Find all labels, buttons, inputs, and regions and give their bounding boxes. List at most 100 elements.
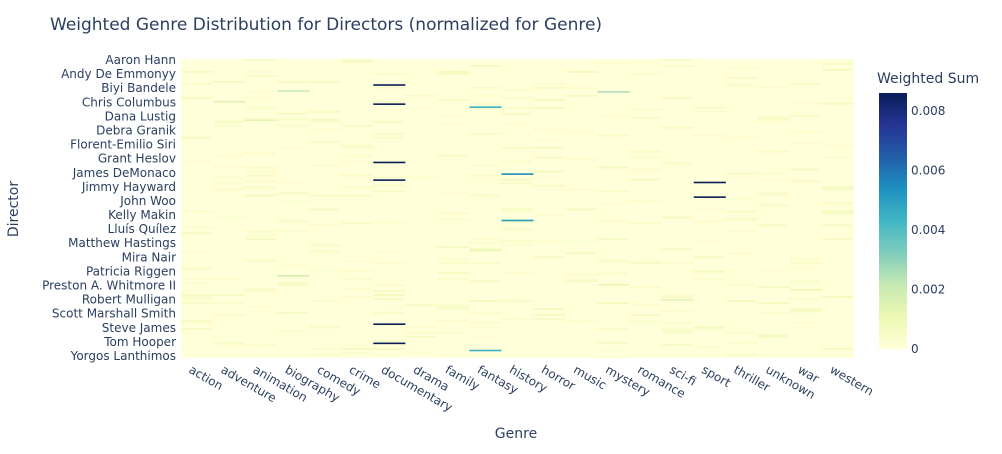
heatmap-cell [501, 122, 534, 125]
heatmap-cell [181, 302, 213, 304]
heatmap-cell [245, 96, 277, 99]
heatmap-cell [213, 344, 245, 346]
heatmap-cell [373, 348, 405, 350]
heatmap-cell [661, 294, 694, 296]
heatmap-cell [469, 94, 501, 97]
heatmap-cell [757, 150, 790, 153]
heatmap-cell-biography [277, 90, 310, 92]
heatmap-cell [373, 220, 405, 223]
heatmap-cell [565, 280, 598, 283]
heatmap-cell [309, 118, 341, 121]
heatmap-cell [373, 340, 405, 342]
heatmap-cell [501, 146, 534, 149]
heatmap-cell [757, 302, 790, 304]
heatmap-cell [821, 156, 854, 159]
colorbar-tick-label: 0.008 [911, 104, 945, 118]
heatmap-cell [405, 106, 437, 109]
heatmap-cell [693, 134, 726, 137]
heatmap-cell [789, 82, 822, 85]
heatmap-cell [469, 194, 501, 197]
heatmap-cell [661, 126, 694, 129]
heatmap-cell [757, 120, 790, 123]
heatmap-cell [213, 176, 245, 179]
heatmap-cell [437, 306, 469, 308]
heatmap-cell [533, 128, 566, 131]
y-tick-label: Grant Heslov [98, 152, 176, 166]
heatmap-cell [277, 282, 309, 285]
heatmap-cell [565, 94, 598, 97]
heatmap-cell [437, 278, 469, 281]
x-tick-label: thriller [731, 362, 772, 394]
heatmap-cell [277, 182, 309, 185]
heatmap-cell [533, 156, 566, 159]
heatmap-cell [309, 208, 341, 211]
heatmap-cell [501, 318, 534, 320]
heatmap-cell [341, 352, 373, 354]
heatmap-cell [597, 114, 630, 117]
heatmap-cell [821, 96, 854, 99]
heatmap-cell [373, 132, 405, 135]
heatmap-cell [533, 106, 566, 109]
heatmap-cell [629, 314, 662, 316]
heatmap-cell [373, 250, 405, 253]
heatmap-cell [405, 94, 437, 97]
heatmap-cell [789, 142, 822, 145]
heatmap-cell [469, 242, 501, 245]
heatmap-cell [181, 70, 213, 73]
heatmap-cell [757, 224, 790, 227]
heatmap-cell [277, 284, 309, 287]
heatmap-cell [245, 108, 277, 111]
heatmap-cell [437, 218, 469, 221]
heatmap-cell [789, 262, 822, 265]
heatmap-cell [277, 80, 309, 83]
heatmap-cell [213, 120, 245, 123]
heatmap-cell [693, 272, 726, 275]
heatmap-cell [661, 344, 694, 346]
heatmap-cell [693, 208, 726, 211]
heatmap-cell [245, 180, 277, 183]
heatmap-cell [501, 272, 534, 275]
heatmap-cell [309, 332, 341, 334]
heatmap-cell [789, 322, 822, 324]
heatmap-cell [533, 256, 566, 259]
heatmap-cell [309, 128, 341, 131]
heatmap-cell [725, 210, 758, 213]
heatmap-cell [629, 72, 662, 75]
heatmap-cell [661, 310, 694, 312]
heatmap-cell [565, 208, 598, 211]
heatmap-cell [565, 252, 598, 255]
heatmap-cell [597, 190, 630, 193]
heatmap-cell [533, 214, 566, 217]
heatmap-cell [213, 188, 245, 191]
heatmap-cell [597, 62, 630, 65]
heatmap-cell [501, 178, 534, 181]
heatmap-cell-history [501, 173, 534, 175]
heatmap-cell [565, 70, 598, 73]
colorbar-tick-label: 0.006 [911, 163, 945, 177]
heatmap-cell [405, 332, 437, 334]
x-axis-title: Genre [495, 426, 537, 442]
heatmap-cell [181, 96, 213, 99]
heatmap-cell [373, 86, 405, 89]
heatmap-cell [373, 262, 405, 265]
heatmap-cell [405, 326, 437, 328]
heatmap-cell [469, 238, 501, 241]
heatmap-cell [757, 270, 790, 273]
heatmap-cell [725, 136, 758, 139]
plot-area [181, 59, 854, 358]
heatmap-cell [469, 86, 501, 89]
heatmap-cell [373, 298, 405, 300]
heatmap-cell [789, 130, 822, 133]
heatmap-cell [373, 222, 405, 225]
heatmap-cell [789, 310, 822, 312]
heatmap-cell [181, 250, 213, 253]
heatmap-cell [821, 212, 854, 215]
heatmap-cell [821, 224, 854, 227]
heatmap-cell [437, 272, 469, 275]
heatmap-cell [437, 114, 469, 117]
heatmap-cell [341, 174, 373, 177]
heatmap-cell [469, 336, 501, 338]
heatmap-cell [341, 59, 373, 61]
heatmap-cell-documentary [373, 179, 406, 181]
heatmap-cell [565, 274, 598, 277]
